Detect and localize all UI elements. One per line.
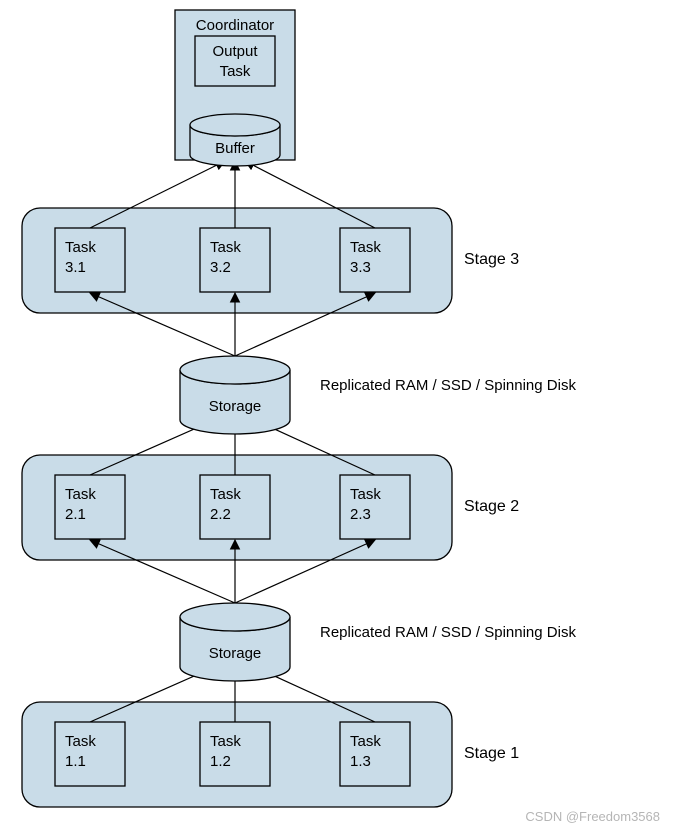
svg-text:3.3: 3.3 xyxy=(350,259,371,276)
svg-text:3.1: 3.1 xyxy=(65,259,86,276)
svg-text:2.2: 2.2 xyxy=(210,506,231,523)
svg-text:1.2: 1.2 xyxy=(210,753,231,770)
svg-text:Output: Output xyxy=(212,43,258,60)
coordinator: Coordinator Output Task Buffer xyxy=(175,10,295,166)
watermark-text: CSDN @Freedom3568 xyxy=(525,809,660,824)
stage2-task-2: Task 2.3 xyxy=(340,475,410,539)
svg-text:Storage: Storage xyxy=(209,645,262,662)
stage3-task-2: Task 3.3 xyxy=(340,228,410,292)
svg-text:Task: Task xyxy=(65,486,96,503)
svg-text:Task: Task xyxy=(210,733,241,750)
storage-0: Storage xyxy=(180,356,290,434)
buffer-cylinder: Buffer xyxy=(190,114,280,166)
stage1-task-0: Task 1.1 xyxy=(55,722,125,786)
storage-0-annotation: Replicated RAM / SSD / Spinning Disk xyxy=(320,377,576,394)
svg-text:Task: Task xyxy=(350,486,381,503)
svg-text:Task: Task xyxy=(350,733,381,750)
svg-text:Task: Task xyxy=(220,63,251,80)
svg-text:Storage: Storage xyxy=(209,398,262,415)
svg-text:Task: Task xyxy=(65,733,96,750)
storage-1: Storage xyxy=(180,603,290,681)
storage-1-annotation: Replicated RAM / SSD / Spinning Disk xyxy=(320,624,576,641)
svg-text:1.1: 1.1 xyxy=(65,753,86,770)
svg-text:1.3: 1.3 xyxy=(350,753,371,770)
stage3-task-1: Task 3.2 xyxy=(200,228,270,292)
svg-text:Task: Task xyxy=(65,239,96,256)
svg-text:3.2: 3.2 xyxy=(210,259,231,276)
stage2-task-0: Task 2.1 xyxy=(55,475,125,539)
svg-text:Buffer: Buffer xyxy=(215,140,255,157)
stage1-label: Stage 1 xyxy=(464,745,519,762)
stage1-task-1: Task 1.2 xyxy=(200,722,270,786)
svg-text:Task: Task xyxy=(210,486,241,503)
coordinator-title: Coordinator xyxy=(196,17,274,34)
stage3-task-0: Task 3.1 xyxy=(55,228,125,292)
svg-text:2.3: 2.3 xyxy=(350,506,371,523)
svg-text:Task: Task xyxy=(210,239,241,256)
stage2-label: Stage 2 xyxy=(464,498,519,515)
stage1-task-2: Task 1.3 xyxy=(340,722,410,786)
svg-text:2.1: 2.1 xyxy=(65,506,86,523)
stage3-label: Stage 3 xyxy=(464,251,519,268)
stage2-task-1: Task 2.2 xyxy=(200,475,270,539)
svg-text:Task: Task xyxy=(350,239,381,256)
